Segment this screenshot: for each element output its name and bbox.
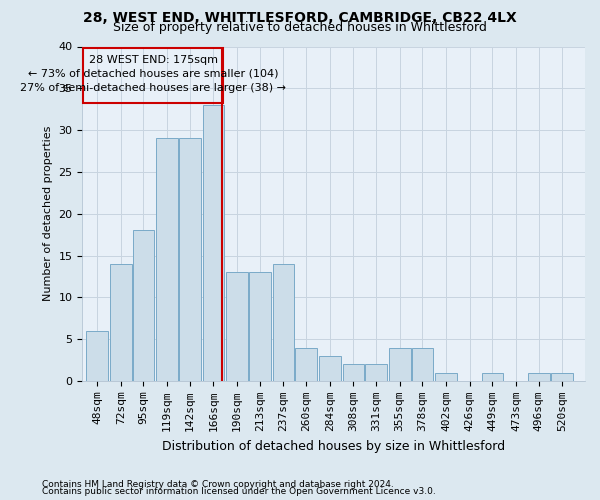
X-axis label: Distribution of detached houses by size in Whittlesford: Distribution of detached houses by size … bbox=[162, 440, 505, 452]
Text: Size of property relative to detached houses in Whittlesford: Size of property relative to detached ho… bbox=[113, 22, 487, 35]
Bar bbox=[319, 356, 341, 381]
Text: 28 WEST END: 175sqm: 28 WEST END: 175sqm bbox=[89, 55, 218, 65]
Bar bbox=[365, 364, 387, 381]
Bar bbox=[133, 230, 154, 381]
Bar bbox=[343, 364, 364, 381]
Text: 28, WEST END, WHITTLESFORD, CAMBRIDGE, CB22 4LX: 28, WEST END, WHITTLESFORD, CAMBRIDGE, C… bbox=[83, 11, 517, 25]
Text: 27% of semi-detached houses are larger (38) →: 27% of semi-detached houses are larger (… bbox=[20, 84, 286, 94]
Bar bbox=[528, 372, 550, 381]
Bar bbox=[203, 105, 224, 381]
Bar bbox=[412, 348, 433, 381]
Bar bbox=[551, 372, 573, 381]
Bar bbox=[226, 272, 248, 381]
Bar bbox=[435, 372, 457, 381]
Y-axis label: Number of detached properties: Number of detached properties bbox=[43, 126, 53, 302]
Bar bbox=[179, 138, 200, 381]
Text: ← 73% of detached houses are smaller (104): ← 73% of detached houses are smaller (10… bbox=[28, 68, 278, 78]
Bar bbox=[249, 272, 271, 381]
Text: Contains HM Land Registry data © Crown copyright and database right 2024.: Contains HM Land Registry data © Crown c… bbox=[42, 480, 394, 489]
Bar bbox=[295, 348, 317, 381]
Bar bbox=[110, 264, 131, 381]
Bar bbox=[156, 138, 178, 381]
Bar bbox=[482, 372, 503, 381]
Bar bbox=[272, 264, 294, 381]
Bar bbox=[83, 48, 223, 104]
Text: Contains public sector information licensed under the Open Government Licence v3: Contains public sector information licen… bbox=[42, 487, 436, 496]
Bar bbox=[86, 331, 108, 381]
Bar bbox=[389, 348, 410, 381]
